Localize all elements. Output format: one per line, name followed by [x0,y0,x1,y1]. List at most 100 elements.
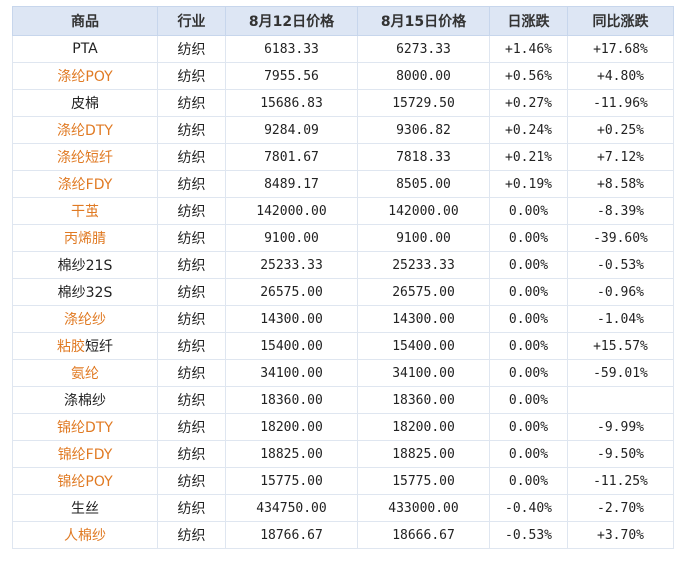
commodity-link[interactable]: 粘胶 [57,339,85,355]
price-aug12-cell: 34100.00 [225,359,358,387]
commodity-name-cell: 干茧 [12,197,158,225]
table-row: 锦纶DTY 纺织 18200.00 18200.00 0.00% -9.99% [12,413,674,441]
daily-change-cell: +0.19% [489,170,568,198]
price-aug15-cell: 18360.00 [357,386,490,414]
commodity-link[interactable]: 锦纶FDY [57,447,113,463]
industry-cell: 纺织 [157,440,226,468]
yoy-change-cell [567,386,674,414]
price-aug12-cell: 15775.00 [225,467,358,495]
daily-change-cell: 0.00% [489,278,568,306]
daily-change-cell: 0.00% [489,467,568,495]
industry-cell: 纺织 [157,224,226,252]
price-aug12-cell: 18360.00 [225,386,358,414]
industry-cell: 纺织 [157,116,226,144]
commodity-name-cell: 涤纶纱 [12,305,158,333]
commodity-link[interactable]: 干茧 [71,204,99,220]
commodity-name-cell: 粘胶短纤 [12,332,158,360]
commodity-link[interactable]: 锦纶POY [57,474,113,490]
commodity-link[interactable]: 涤纶POY [57,69,113,85]
table-row: 涤纶POY 纺织 7955.56 8000.00 +0.56% +4.80% [12,62,674,90]
industry-cell: 纺织 [157,89,226,117]
table-row: 涤棉纱 纺织 18360.00 18360.00 0.00% [12,386,674,414]
commodity-link[interactable]: 氨纶 [71,366,99,382]
commodity-name-cell: 棉纱21S [12,251,158,279]
commodity-name-cell: 锦纶FDY [12,440,158,468]
daily-change-cell: 0.00% [489,332,568,360]
industry-cell: 纺织 [157,332,226,360]
yoy-change-cell: -9.99% [567,413,674,441]
daily-change-cell: 0.00% [489,413,568,441]
price-aug15-cell: 7818.33 [357,143,490,171]
industry-cell: 纺织 [157,278,226,306]
commodity-link[interactable]: 涤纶纱 [64,312,106,328]
commodity-link[interactable]: 锦纶DTY [57,420,113,436]
daily-change-cell: 0.00% [489,197,568,225]
industry-cell: 纺织 [157,413,226,441]
table-row: 棉纱21S 纺织 25233.33 25233.33 0.00% -0.53% [12,251,674,279]
yoy-change-cell: +15.57% [567,332,674,360]
price-aug12-cell: 9284.09 [225,116,358,144]
industry-cell: 纺织 [157,143,226,171]
price-aug12-cell: 7955.56 [225,62,358,90]
price-aug12-cell: 6183.33 [225,35,358,63]
table-row: 涤纶短纤 纺织 7801.67 7818.33 +0.21% +7.12% [12,143,674,171]
table-row: 生丝 纺织 434750.00 433000.00 -0.40% -2.70% [12,494,674,522]
table-row: 涤纶DTY 纺织 9284.09 9306.82 +0.24% +0.25% [12,116,674,144]
commodity-link[interactable]: 涤纶FDY [57,177,113,193]
column-header-yoy-change: 同比涨跌 [567,6,674,36]
industry-cell: 纺织 [157,494,226,522]
commodity-link[interactable]: 人棉纱 [64,528,106,544]
commodity-name-cell: 丙烯腈 [12,224,158,252]
yoy-change-cell: +8.58% [567,170,674,198]
commodity-name-cell: 涤纶POY [12,62,158,90]
industry-cell: 纺织 [157,521,226,549]
industry-cell: 纺织 [157,62,226,90]
daily-change-cell: -0.40% [489,494,568,522]
commodity-name-cell: 棉纱32S [12,278,158,306]
price-aug15-cell: 25233.33 [357,251,490,279]
price-aug15-cell: 8505.00 [357,170,490,198]
industry-cell: 纺织 [157,251,226,279]
industry-cell: 纺织 [157,467,226,495]
table-row: 粘胶短纤 纺织 15400.00 15400.00 0.00% +15.57% [12,332,674,360]
price-aug15-cell: 433000.00 [357,494,490,522]
yoy-change-cell: -2.70% [567,494,674,522]
price-aug15-cell: 34100.00 [357,359,490,387]
industry-cell: 纺织 [157,170,226,198]
commodity-name-cell: 人棉纱 [12,521,158,549]
yoy-change-cell: +0.25% [567,116,674,144]
price-aug15-cell: 14300.00 [357,305,490,333]
price-aug15-cell: 15400.00 [357,332,490,360]
commodity-name-cell: 氨纶 [12,359,158,387]
daily-change-cell: +0.27% [489,89,568,117]
yoy-change-cell: -9.50% [567,440,674,468]
daily-change-cell: 0.00% [489,305,568,333]
price-aug12-cell: 142000.00 [225,197,358,225]
yoy-change-cell: -11.25% [567,467,674,495]
commodity-link[interactable]: 涤纶短纤 [57,150,113,166]
table-row: 人棉纱 纺织 18766.67 18666.67 -0.53% +3.70% [12,521,674,549]
yoy-change-cell: -59.01% [567,359,674,387]
commodity-price-table: 商品 行业 8月12日价格 8月15日价格 日涨跌 同比涨跌 PTA 纺织 6183… [12,6,674,549]
price-aug15-cell: 6273.33 [357,35,490,63]
table-row: 氨纶 纺织 34100.00 34100.00 0.00% -59.01% [12,359,674,387]
daily-change-cell: -0.53% [489,521,568,549]
industry-cell: 纺织 [157,305,226,333]
commodity-link[interactable]: 涤纶DTY [57,123,113,139]
commodity-name-cell: 涤纶DTY [12,116,158,144]
column-header-industry: 行业 [157,6,226,36]
industry-cell: 纺织 [157,386,226,414]
yoy-change-cell: -39.60% [567,224,674,252]
daily-change-cell: +0.24% [489,116,568,144]
column-header-daily-change: 日涨跌 [489,6,568,36]
daily-change-cell: 0.00% [489,224,568,252]
price-aug15-cell: 18200.00 [357,413,490,441]
commodity-name-cell: PTA [12,35,158,63]
commodity-link[interactable]: 丙烯腈 [64,231,106,247]
daily-change-cell: +0.56% [489,62,568,90]
commodity-name-cell: 生丝 [12,494,158,522]
yoy-change-cell: +3.70% [567,521,674,549]
daily-change-cell: 0.00% [489,251,568,279]
price-aug12-cell: 9100.00 [225,224,358,252]
price-aug15-cell: 9306.82 [357,116,490,144]
